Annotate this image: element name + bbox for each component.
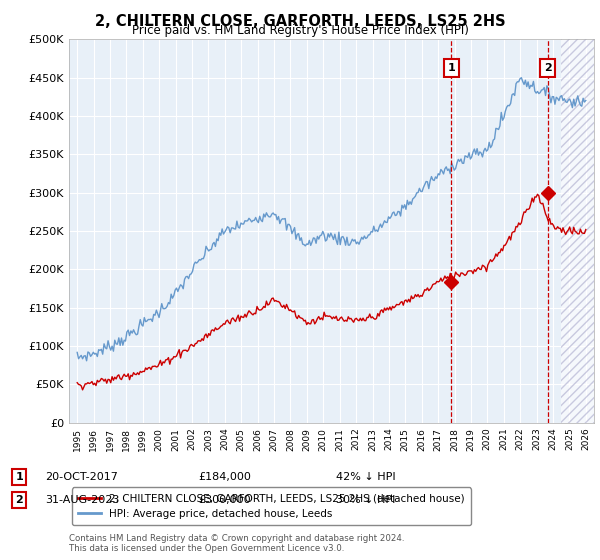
Text: Price paid vs. HM Land Registry's House Price Index (HPI): Price paid vs. HM Land Registry's House …	[131, 24, 469, 37]
Legend: 2, CHILTERN CLOSE, GARFORTH, LEEDS, LS25 2HS (detached house), HPI: Average pric: 2, CHILTERN CLOSE, GARFORTH, LEEDS, LS25…	[71, 487, 471, 525]
Text: £300,000: £300,000	[198, 495, 251, 505]
Text: 30% ↓ HPI: 30% ↓ HPI	[336, 495, 395, 505]
Text: 42% ↓ HPI: 42% ↓ HPI	[336, 472, 395, 482]
Text: 1: 1	[16, 472, 23, 482]
Text: 2, CHILTERN CLOSE, GARFORTH, LEEDS, LS25 2HS: 2, CHILTERN CLOSE, GARFORTH, LEEDS, LS25…	[95, 14, 505, 29]
Text: 2: 2	[544, 63, 551, 73]
Text: 1: 1	[448, 63, 455, 73]
Text: £184,000: £184,000	[198, 472, 251, 482]
Text: 2: 2	[16, 495, 23, 505]
Text: 31-AUG-2023: 31-AUG-2023	[45, 495, 119, 505]
Text: 20-OCT-2017: 20-OCT-2017	[45, 472, 118, 482]
Text: Contains HM Land Registry data © Crown copyright and database right 2024.
This d: Contains HM Land Registry data © Crown c…	[69, 534, 404, 553]
Bar	[561, 39, 594, 423]
